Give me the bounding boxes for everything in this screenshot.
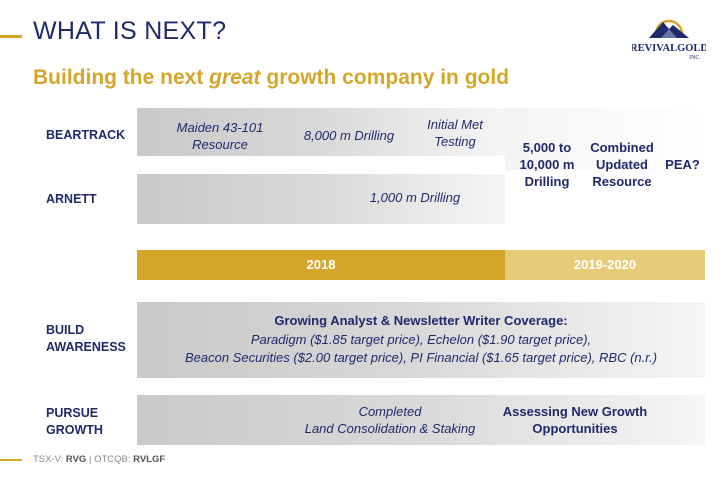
met-line1: Initial Met bbox=[427, 117, 483, 132]
ticker-separator: | bbox=[86, 454, 95, 465]
row-label-arnett: ARNETT bbox=[46, 192, 97, 206]
row-label-pursue-line1: PURSUE bbox=[46, 406, 99, 420]
row-label-build-awareness: BUILD AWARENESS bbox=[46, 322, 126, 356]
res-line3: Resource bbox=[592, 174, 652, 189]
res-line1: Combined bbox=[590, 140, 654, 155]
assessing-line2: Opportunities bbox=[532, 421, 618, 436]
pursue-growth-band bbox=[137, 395, 705, 445]
completed-land-label: Completed Land Consolidation & Staking bbox=[290, 403, 490, 437]
mountain-sun-logo-icon bbox=[649, 19, 689, 38]
logo-brand-text: REVIVALGOLD bbox=[632, 43, 706, 54]
subtitle-emphasis: great bbox=[209, 66, 261, 89]
maiden-line2: Resource bbox=[192, 137, 248, 152]
pea-label: PEA? bbox=[665, 157, 700, 172]
assessing-growth-label: Assessing New Growth Opportunities bbox=[500, 403, 650, 437]
coverage-heading: Growing Analyst & Newsletter Writer Cove… bbox=[274, 313, 568, 328]
timeline-2018: 2018 bbox=[137, 250, 505, 280]
future-drill-line3: Drilling bbox=[524, 174, 570, 189]
arnett-drilling-label: 1,000 m Drilling bbox=[369, 190, 461, 205]
completed-line2: Land Consolidation & Staking bbox=[304, 421, 476, 436]
tsx-ticker: RVG bbox=[65, 454, 87, 465]
footer-tickers: TSX-V: RVG | OTCQB: RVLGF bbox=[33, 454, 165, 465]
page-title: WHAT IS NEXT? bbox=[33, 17, 227, 45]
combined-resource-label: Combined Updated Resource bbox=[582, 139, 662, 190]
res-line2: Updated bbox=[596, 157, 648, 172]
completed-line1: Completed bbox=[358, 404, 422, 419]
subtitle-post: growth company in gold bbox=[260, 66, 510, 89]
row-label-beartrack: BEARTRACK bbox=[46, 128, 126, 142]
coverage-line1: Paradigm ($1.85 target price), Echelon (… bbox=[250, 332, 592, 347]
future-drill-line1: 5,000 to bbox=[522, 140, 572, 155]
logo-suffix-text: INC. bbox=[689, 55, 701, 61]
otc-label: OTCQB: bbox=[94, 454, 134, 465]
timeline-2019-2020: 2019-2020 bbox=[505, 250, 705, 280]
company-logo: REVIVALGOLD INC. bbox=[632, 19, 706, 61]
subtitle-pre: Building the next bbox=[33, 66, 210, 89]
title-accent-line bbox=[0, 35, 22, 38]
maiden-line1: Maiden 43-101 bbox=[176, 120, 264, 135]
future-drilling-label: 5,000 to 10,000 m Drilling bbox=[508, 139, 586, 190]
beartrack-band bbox=[137, 108, 505, 156]
row-label-build-line1: BUILD bbox=[46, 323, 85, 337]
maiden-resource-label: Maiden 43-101 Resource bbox=[165, 119, 275, 153]
beartrack-drilling-label: 8,000 m Drilling bbox=[303, 128, 395, 143]
future-drill-line2: 10,000 m bbox=[519, 157, 575, 172]
footer-accent-line bbox=[0, 459, 22, 461]
build-awareness-band bbox=[137, 302, 705, 378]
row-label-pursue-growth: PURSUE GROWTH bbox=[46, 405, 103, 439]
page-subtitle: Building the next great growth company i… bbox=[33, 66, 509, 90]
future-band bbox=[505, 108, 705, 170]
assessing-line1: Assessing New Growth bbox=[502, 404, 648, 419]
met-line2: Testing bbox=[434, 134, 476, 149]
initial-met-testing-label: Initial Met Testing bbox=[410, 116, 500, 150]
row-label-pursue-line2: GROWTH bbox=[46, 423, 103, 437]
arnett-band bbox=[137, 174, 505, 224]
row-label-build-line2: AWARENESS bbox=[46, 340, 126, 354]
coverage-line2: Beacon Securities ($2.00 target price), … bbox=[184, 350, 658, 365]
tsx-label: TSX-V: bbox=[33, 454, 66, 465]
otc-ticker: RVLGF bbox=[133, 454, 166, 465]
